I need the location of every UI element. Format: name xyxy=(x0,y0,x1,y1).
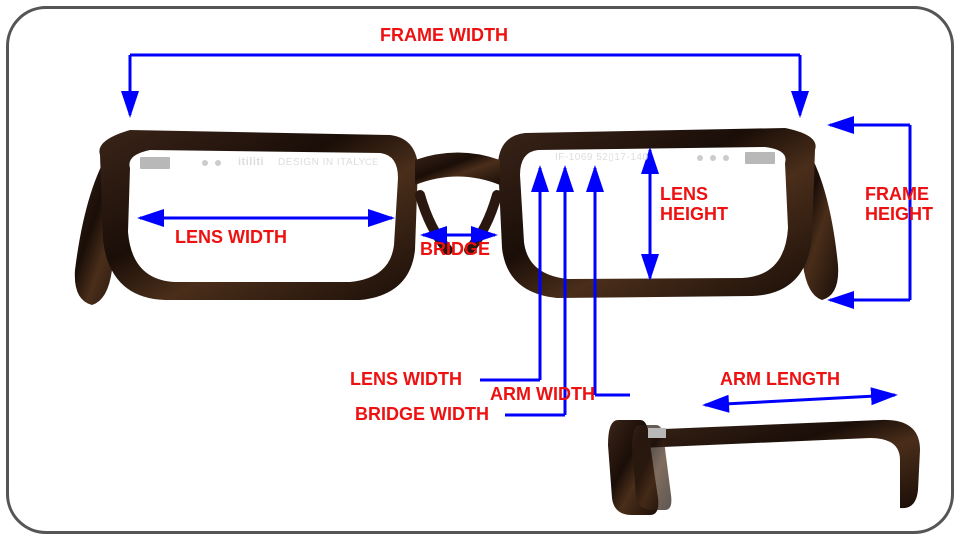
label-frame-height: FRAMEHEIGHT xyxy=(865,185,933,225)
label-bridge: BRIDGE xyxy=(420,240,490,260)
label-arm-width-callout: ARM WIDTH xyxy=(490,385,595,405)
model-text: IF-1069 52▯17-140 xyxy=(555,152,649,163)
label-arm-length: ARM LENGTH xyxy=(720,370,840,390)
label-lens-width: LENS WIDTH xyxy=(175,228,287,248)
label-bridge-width-callout: BRIDGE WIDTH xyxy=(355,405,489,425)
label-lens-width-callout: LENS WIDTH xyxy=(350,370,462,390)
label-lens-height: LENSHEIGHT xyxy=(660,185,728,225)
glasses-diagram-svg xyxy=(0,0,960,540)
glasses-side-view xyxy=(608,420,920,515)
design-text: DESIGN IN ITALY xyxy=(278,157,366,168)
label-frame-width: FRAME WIDTH xyxy=(380,26,508,46)
ce-text: CE xyxy=(365,157,379,167)
brand-text: itiliti xyxy=(238,156,264,168)
